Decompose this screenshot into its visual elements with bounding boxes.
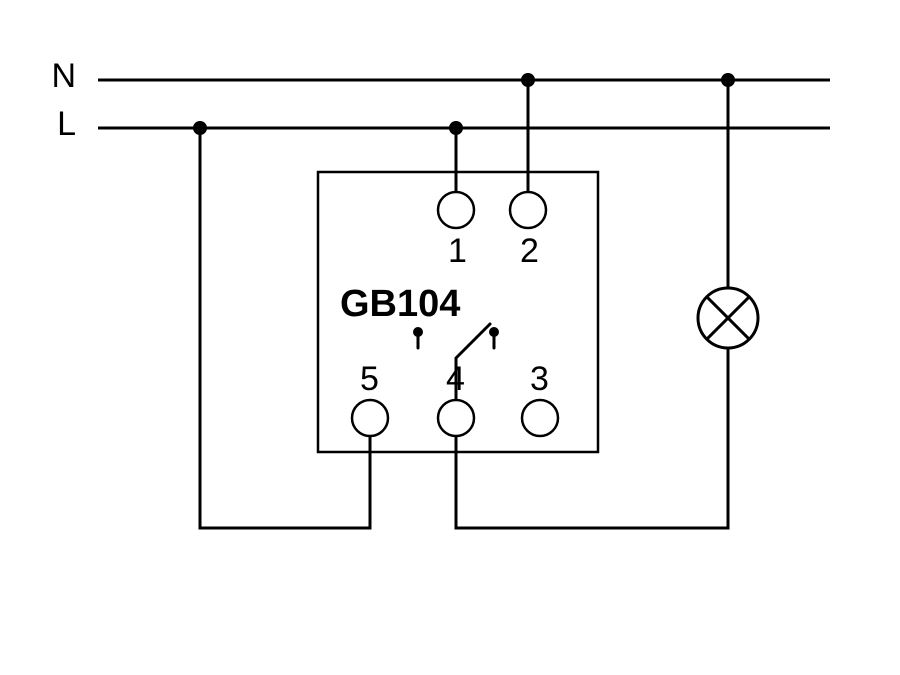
terminal-label-1: 1 xyxy=(448,232,467,270)
rail-label-l: L xyxy=(57,105,76,143)
terminal-2 xyxy=(510,192,546,228)
terminal-label-3: 3 xyxy=(530,360,549,398)
terminal-1 xyxy=(438,192,474,228)
canvas-bg xyxy=(0,0,900,675)
rail-label-n: N xyxy=(51,57,76,95)
switch-contact-0 xyxy=(413,327,423,337)
junction-3 xyxy=(721,73,735,87)
switch-contact-1 xyxy=(489,327,499,337)
terminal-label-5: 5 xyxy=(360,360,379,398)
junction-0 xyxy=(193,121,207,135)
terminal-5 xyxy=(352,400,388,436)
junction-2 xyxy=(521,73,535,87)
junction-1 xyxy=(449,121,463,135)
terminal-4 xyxy=(438,400,474,436)
device-label: GB104 xyxy=(340,283,460,325)
terminal-label-2: 2 xyxy=(520,232,539,270)
terminal-3 xyxy=(522,400,558,436)
